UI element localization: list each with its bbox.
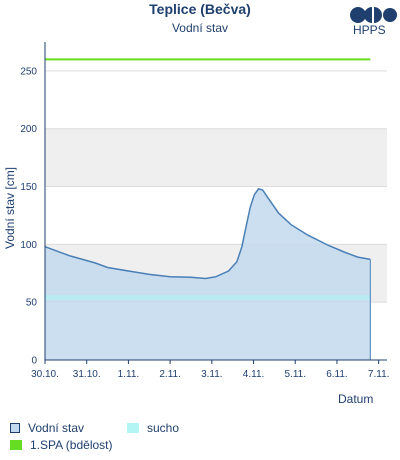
x-tick-8: 7.11.: [368, 369, 390, 380]
grid-band-1: [45, 128, 387, 187]
legend-swatch-vodni-stav: [10, 423, 20, 433]
water-level-area: [45, 188, 371, 360]
series-layer: [44, 58, 371, 360]
y-tick-100: 100: [20, 240, 37, 251]
legend-swatch-sucho: [127, 423, 139, 433]
legend-label-vodni-stav: Vodní stav: [28, 421, 85, 435]
x-tick-2: 1.11.: [118, 369, 140, 380]
y-tick-0: 0: [31, 356, 37, 367]
x-axis-label: Datum: [338, 392, 374, 406]
legend-label-sucho: sucho: [147, 421, 180, 435]
axes-layer: [44, 42, 387, 364]
x-tick-4: 3.11.: [201, 369, 223, 380]
sucho-band-overlay: [45, 295, 371, 301]
chart-title: Teplice (Bečva): [149, 1, 251, 17]
logo-text: HPPS: [353, 23, 386, 37]
y-tick-200: 200: [20, 124, 37, 135]
x-tick-0: 30.10.: [31, 369, 59, 380]
legend-swatch-spa: [10, 440, 22, 450]
x-tick-1: 31.10.: [73, 369, 101, 380]
legend-item-vodni-stav[interactable]: Vodní stav: [10, 421, 84, 435]
chart-svg: 0 50 100 150 200 250 30.10. 31.10. 1.11. 2.11. 3.1…: [3, 42, 389, 380]
y-tick-250: 250: [20, 66, 37, 77]
x-tick-3: 2.11.: [159, 369, 181, 380]
y-axis-label: Vodní stav [cm]: [3, 167, 17, 249]
water-level-line: [44, 188, 371, 280]
x-tick-7: 6.11.: [326, 369, 348, 380]
y-tick-150: 150: [20, 182, 37, 193]
legend-item-spa[interactable]: 1.SPA (bdělost): [10, 438, 113, 452]
legend-item-sucho[interactable]: sucho: [127, 421, 179, 435]
legend-label-spa: 1.SPA (bdělost): [30, 438, 113, 452]
chart-subtitle: Vodní stav: [171, 21, 229, 35]
hpps-logo-icon: [350, 7, 397, 23]
x-tick-6: 5.11.: [284, 369, 306, 380]
tick-labels: 0 50 100 150 200 250 30.10. 31.10. 1.11. 2.11. 3.1…: [20, 66, 389, 380]
y-tick-50: 50: [26, 298, 38, 309]
x-tick-5: 4.11.: [243, 369, 265, 380]
